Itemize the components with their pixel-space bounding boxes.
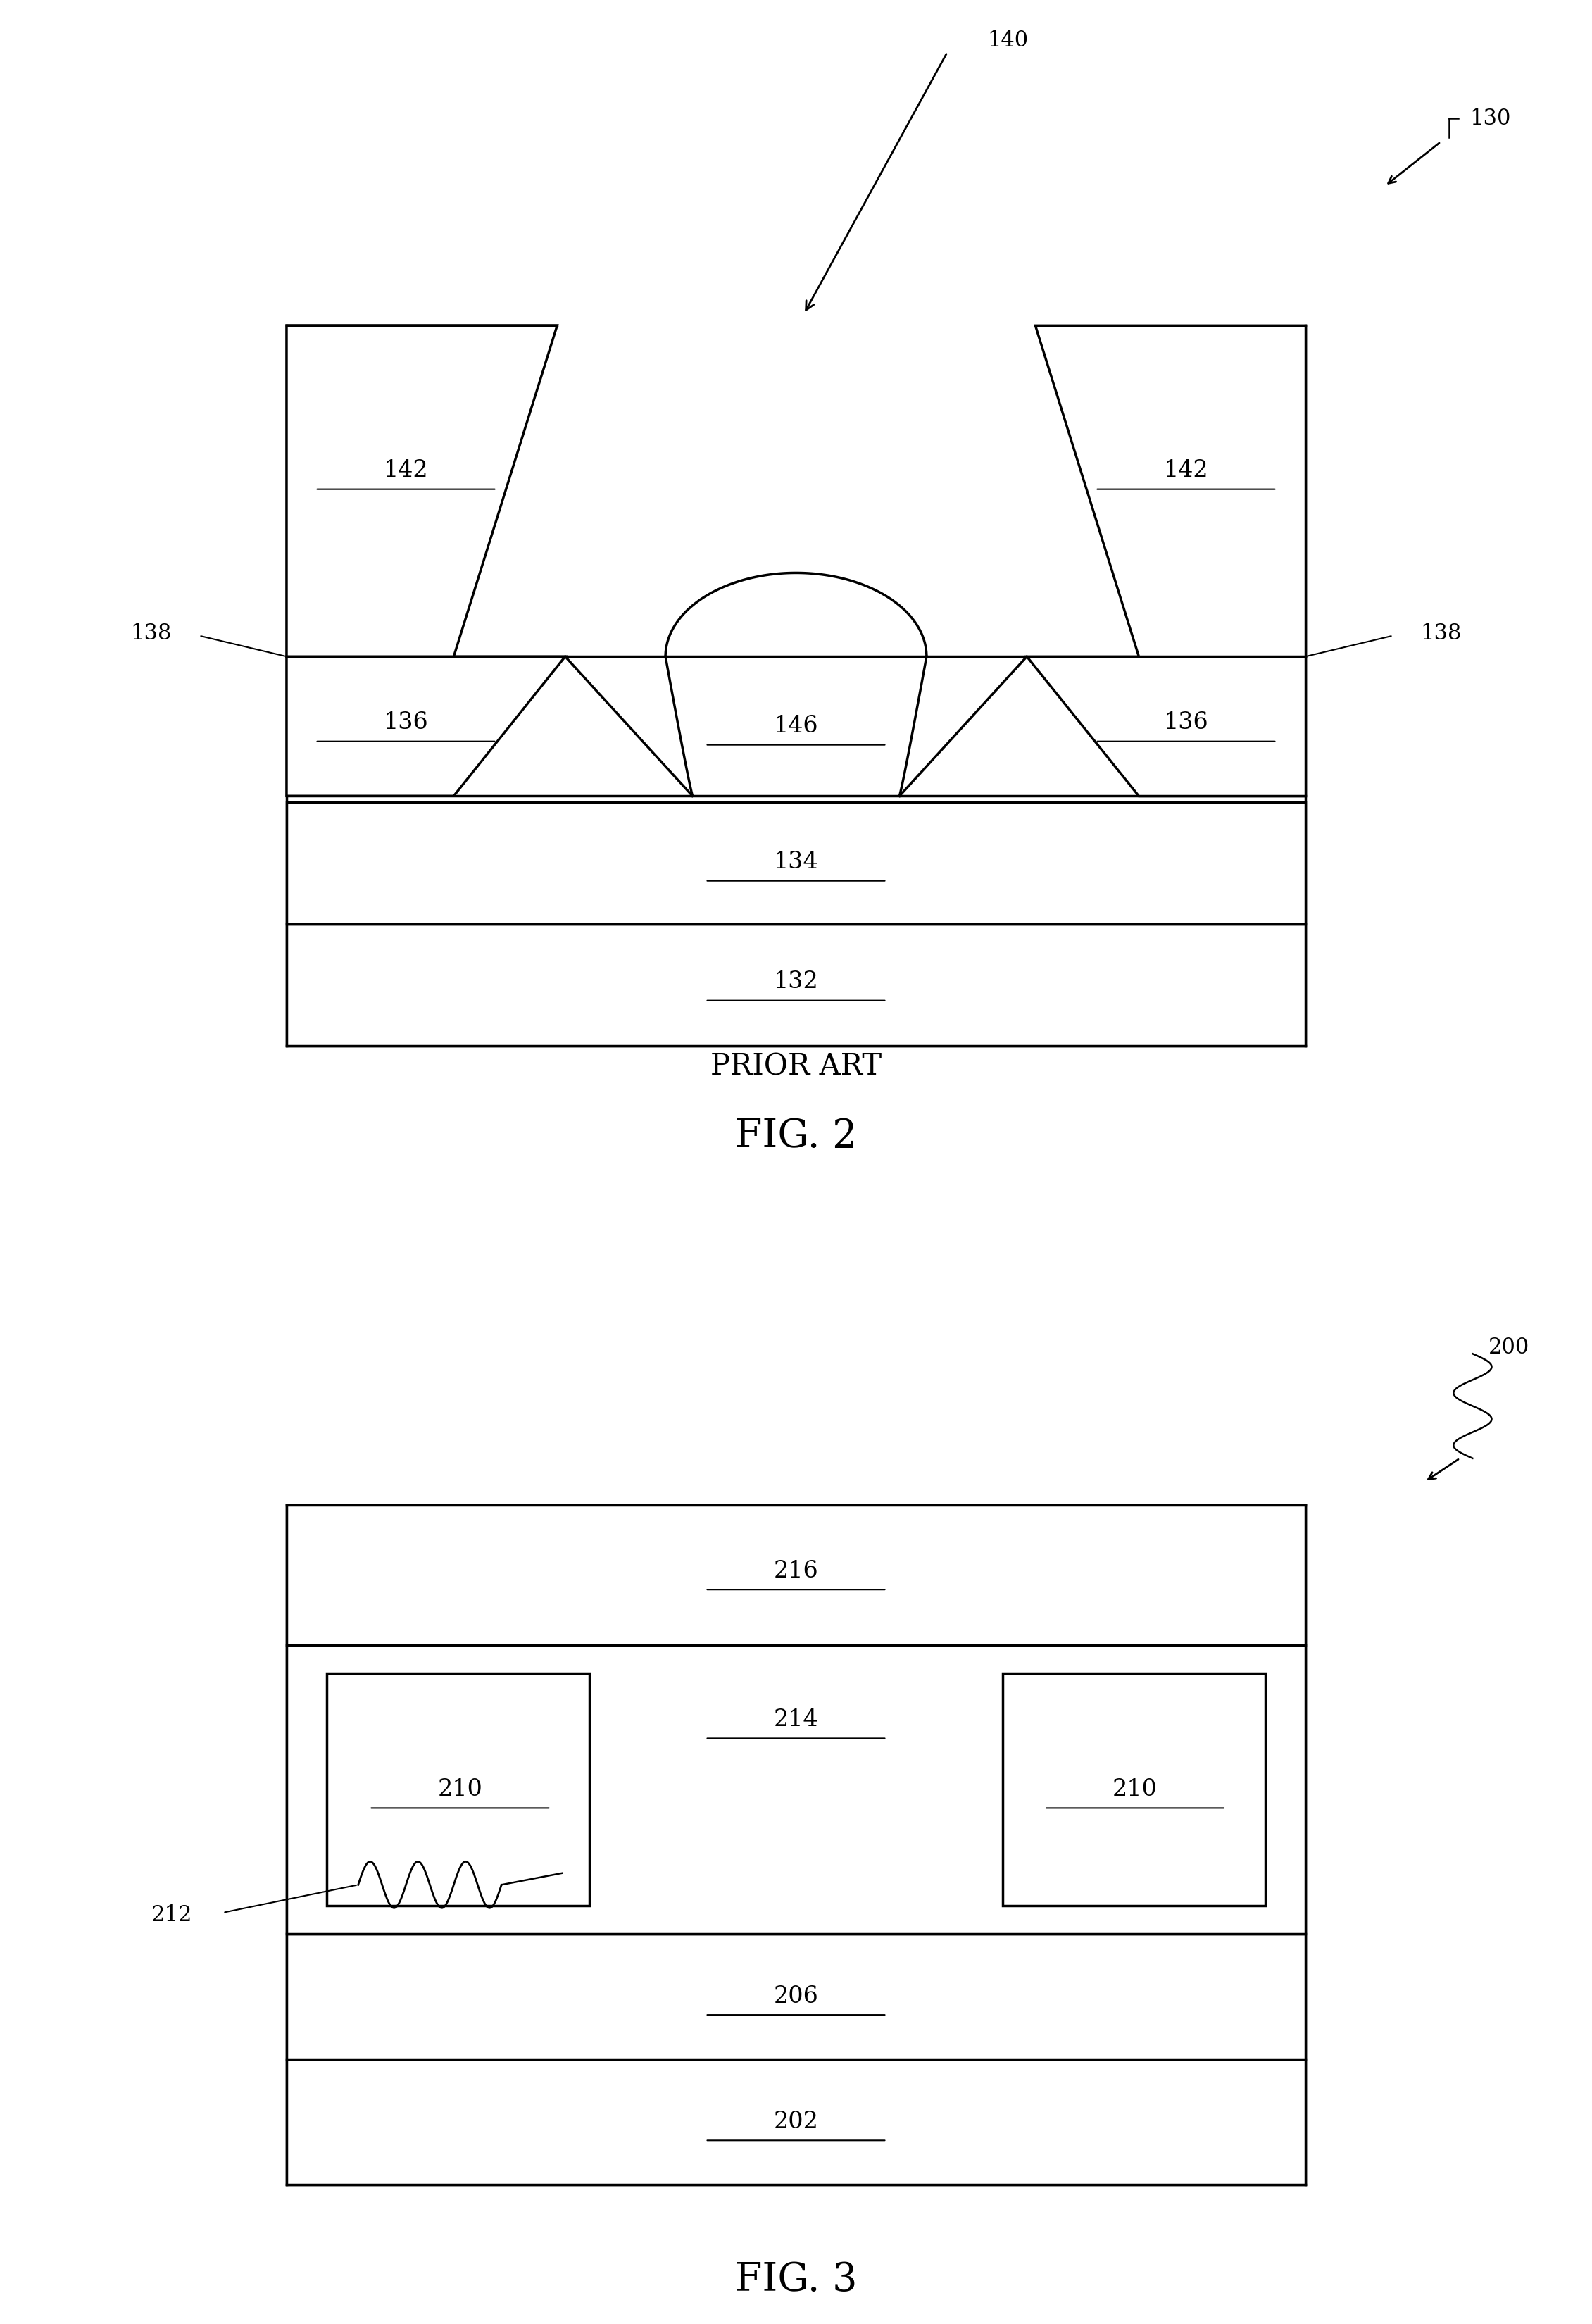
Text: FIG. 2: FIG. 2 (736, 1118, 856, 1155)
Polygon shape (1027, 655, 1305, 795)
Text: 136: 136 (384, 711, 428, 734)
Text: 130: 130 (1469, 107, 1511, 130)
Text: 202: 202 (774, 2110, 818, 2133)
Polygon shape (1035, 325, 1305, 655)
Text: 138: 138 (131, 623, 172, 644)
Text: 140: 140 (987, 30, 1028, 51)
Text: 132: 132 (774, 971, 818, 992)
Text: 138: 138 (1420, 623, 1461, 644)
Text: 142: 142 (384, 460, 428, 481)
Text: 146: 146 (774, 716, 818, 737)
Text: FIG. 3: FIG. 3 (736, 2261, 856, 2298)
Text: 206: 206 (774, 1985, 818, 2008)
Text: 200: 200 (1489, 1336, 1530, 1360)
Text: 142: 142 (1164, 460, 1208, 481)
Bar (287, 1934, 1305, 2059)
Bar (287, 1506, 1305, 1645)
Text: 136: 136 (1164, 711, 1208, 734)
Polygon shape (287, 325, 557, 655)
Text: 214: 214 (774, 1708, 818, 1731)
Text: 210: 210 (1113, 1778, 1157, 1801)
Text: 212: 212 (151, 1903, 193, 1927)
Bar (287, 923, 1305, 1046)
Text: 210: 210 (438, 1778, 482, 1801)
Bar (1003, 1673, 1266, 1906)
Polygon shape (287, 655, 565, 795)
Text: 216: 216 (774, 1559, 818, 1583)
Bar (287, 1645, 1305, 1934)
Text: PRIOR ART: PRIOR ART (710, 1053, 882, 1081)
Bar (287, 802, 1305, 923)
Text: 134: 134 (774, 851, 818, 874)
Bar (287, 2059, 1305, 2185)
Bar (326, 1673, 589, 1906)
